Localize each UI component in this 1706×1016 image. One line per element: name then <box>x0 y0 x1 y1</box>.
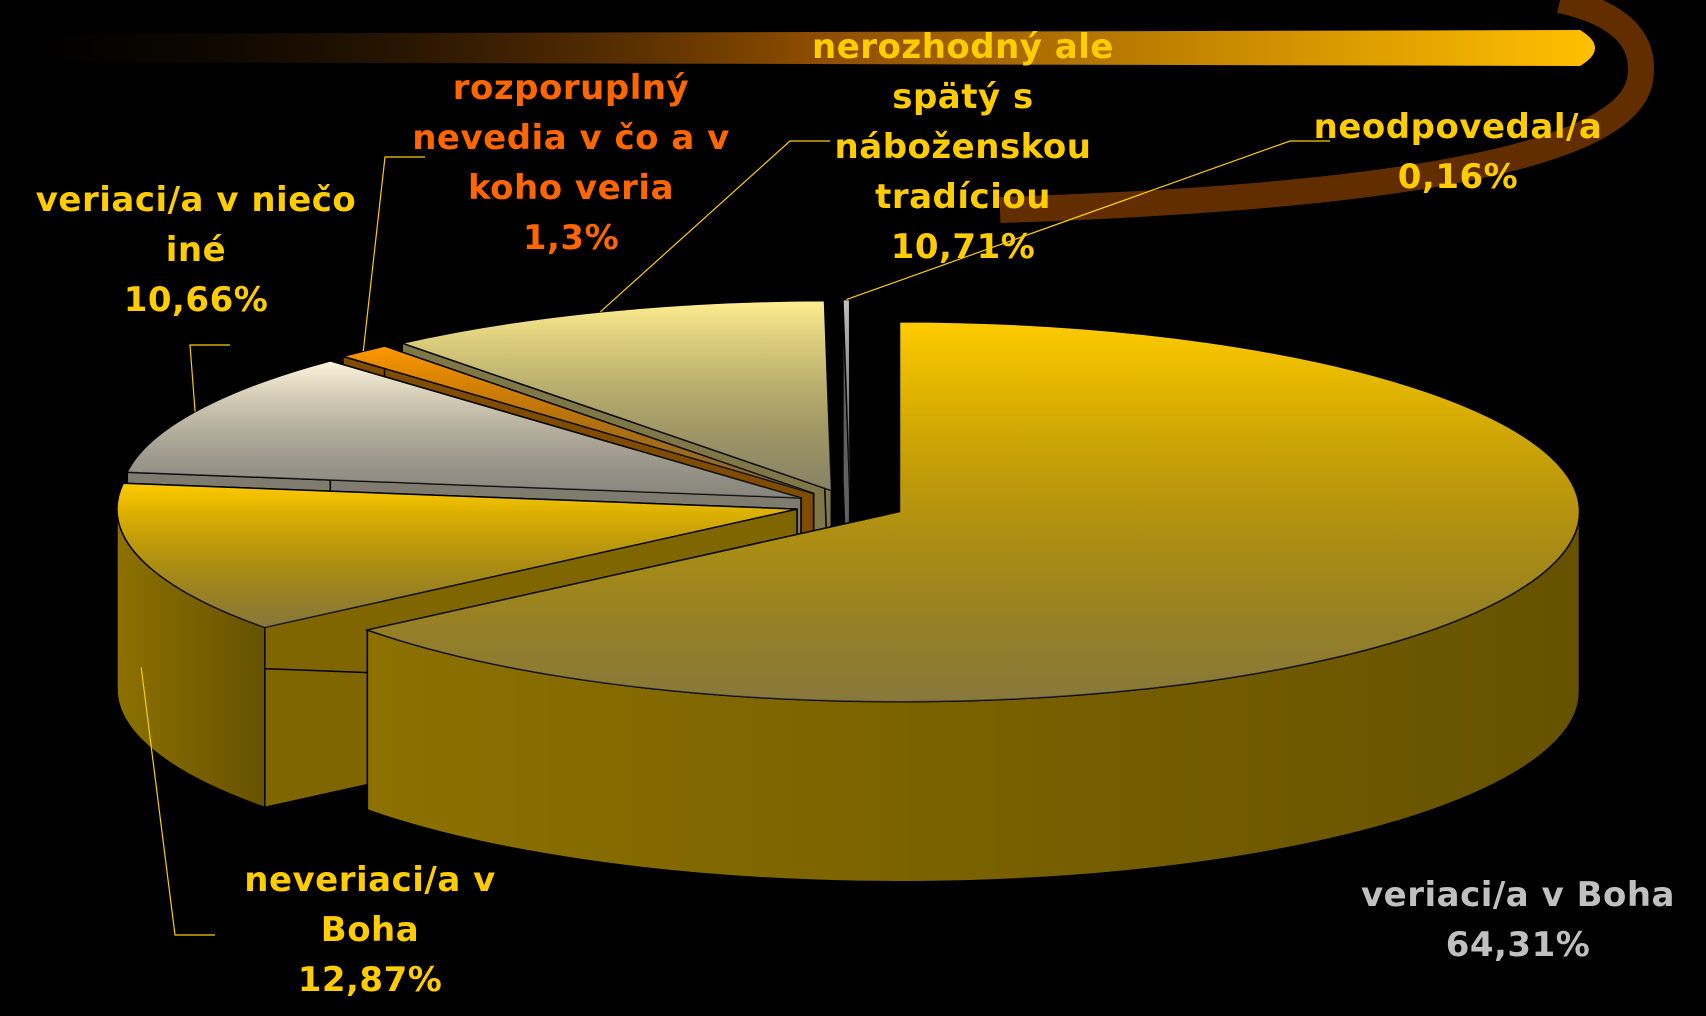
value-label: 64,31% <box>1445 925 1591 965</box>
leader-line <box>362 156 425 352</box>
value-label: 10,71% <box>890 227 1036 267</box>
data-label: rozporuplný nevedia v čo a v koho veria 1… <box>411 63 731 263</box>
data-label: neveriaci/a v Boha 12,87% <box>210 855 530 1005</box>
data-label: nerozhodný ale spätý s náboženskou tradí… <box>798 22 1128 272</box>
category-label: neodpovedal/a <box>1313 107 1603 147</box>
leader-line <box>599 140 830 313</box>
leader-line <box>189 344 230 412</box>
slice-shade <box>402 300 832 491</box>
leaders <box>140 140 1330 936</box>
slice-shade <box>116 483 797 628</box>
category-label: neveriaci/a v Boha <box>244 860 496 950</box>
value-label: 10,66% <box>123 280 269 320</box>
slice-wall-shade <box>116 509 265 808</box>
swoosh-arc <box>999 0 1654 223</box>
data-label: veriaci/a v Boha 64,31% <box>1338 870 1698 970</box>
data-label: veriaci/a v niečo iné 10,66% <box>6 175 386 325</box>
swoosh <box>0 30 1595 66</box>
slice-wall-shade <box>367 511 1580 882</box>
category-label: nerozhodný ale spätý s náboženskou tradí… <box>812 27 1114 217</box>
category-label: veriaci/a v Boha <box>1360 875 1676 915</box>
pie <box>116 298 1581 883</box>
data-label: neodpovedal/a 0,16% <box>1278 102 1638 202</box>
category-label: rozporuplný nevedia v čo a v koho veria <box>412 68 730 208</box>
leader-line <box>140 667 215 936</box>
slice-shade <box>127 360 802 498</box>
slice-shade <box>367 321 1580 702</box>
value-label: 12,87% <box>297 960 443 1000</box>
value-label: 0,16% <box>1397 157 1519 197</box>
category-label: veriaci/a v niečo iné <box>35 180 357 270</box>
slice-shade <box>342 346 814 494</box>
value-label: 1,3% <box>522 218 620 258</box>
slice-shade <box>842 299 850 490</box>
leader-line <box>846 140 1330 301</box>
